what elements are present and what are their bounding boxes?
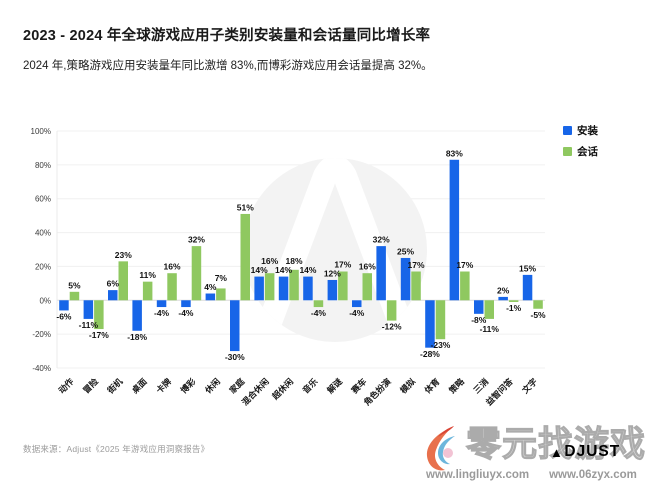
svg-text:60%: 60%	[35, 195, 51, 204]
svg-text:策略: 策略	[446, 376, 466, 396]
svg-text:-17%: -17%	[89, 330, 109, 340]
svg-text:三消: 三消	[471, 376, 490, 395]
svg-text:-30%: -30%	[225, 352, 245, 362]
page-title: 2023 - 2024 年全球游戏应用子类别安装量和会话量同比增长率	[23, 28, 431, 44]
svg-text:12%: 12%	[324, 268, 341, 278]
page-subtitle: 2024 年,策略游戏应用安装量年同比激增 83%,而博彩游戏应用会话量提高 3…	[23, 60, 433, 72]
svg-text:-28%: -28%	[420, 349, 440, 359]
svg-text:-23%: -23%	[431, 340, 451, 350]
svg-text:83%: 83%	[446, 148, 463, 158]
svg-text:80%: 80%	[35, 161, 51, 170]
svg-text:100%: 100%	[31, 127, 51, 136]
svg-text:17%: 17%	[334, 259, 351, 269]
svg-text:-11%: -11%	[480, 324, 500, 334]
legend-item-session: 会话	[563, 144, 598, 159]
svg-text:17%: 17%	[456, 260, 473, 270]
svg-text:20%: 20%	[35, 262, 51, 271]
svg-text:-40%: -40%	[32, 364, 51, 373]
svg-text:-1%: -1%	[506, 303, 522, 313]
svg-text:街机: 街机	[105, 376, 125, 396]
svg-text:32%: 32%	[373, 235, 390, 245]
svg-text:15%: 15%	[519, 263, 536, 273]
svg-text:模拟: 模拟	[398, 376, 417, 395]
svg-text:超休闲: 超休闲	[269, 376, 295, 402]
watermark-urls: www.lingliuyx.com www.06zyx.com	[426, 469, 637, 481]
site-swirl-icon	[426, 426, 455, 471]
install-swatch-icon	[563, 126, 572, 135]
svg-text:32%: 32%	[188, 235, 205, 245]
svg-text:-18%: -18%	[127, 332, 147, 342]
svg-text:16%: 16%	[164, 262, 181, 272]
svg-text:-4%: -4%	[154, 308, 170, 318]
svg-text:桌面: 桌面	[129, 376, 149, 396]
svg-text:7%: 7%	[215, 273, 228, 283]
svg-text:25%: 25%	[397, 246, 414, 256]
svg-text:6%: 6%	[107, 279, 120, 289]
svg-text:11%: 11%	[139, 270, 156, 280]
svg-text:-4%: -4%	[311, 308, 327, 318]
svg-text:混合休闲: 混合休闲	[240, 376, 271, 407]
adjust-logo-text: DJUST	[564, 443, 621, 460]
svg-text:-20%: -20%	[32, 330, 51, 339]
svg-text:卡牌: 卡牌	[154, 376, 173, 395]
adjust-logo: ▲ DJUST	[550, 443, 620, 461]
svg-text:赛车: 赛车	[349, 376, 369, 396]
svg-text:23%: 23%	[115, 250, 132, 260]
svg-text:-11%: -11%	[79, 320, 99, 330]
svg-text:文字: 文字	[520, 376, 539, 395]
svg-text:家庭: 家庭	[227, 376, 246, 395]
legend-item-install: 安装	[563, 123, 598, 138]
bar-chart: 100%80%60%40%20%0%-20%-40%-6%5%动作-11%-17…	[31, 127, 547, 407]
svg-text:14%: 14%	[251, 265, 268, 275]
svg-text:40%: 40%	[35, 229, 51, 238]
svg-text:17%: 17%	[408, 260, 425, 270]
svg-text:-6%: -6%	[56, 311, 72, 321]
svg-text:-4%: -4%	[178, 308, 194, 318]
svg-text:-5%: -5%	[530, 310, 546, 320]
svg-text:14%: 14%	[299, 265, 316, 275]
svg-text:音乐: 音乐	[301, 376, 320, 395]
svg-text:冒险: 冒险	[81, 376, 100, 395]
svg-text:-12%: -12%	[382, 322, 402, 332]
svg-text:-4%: -4%	[349, 308, 365, 318]
url-lingliuyx: www.lingliuyx.com	[426, 469, 530, 481]
svg-text:0%: 0%	[39, 296, 51, 305]
session-swatch-icon	[563, 147, 572, 156]
svg-text:解谜: 解谜	[325, 376, 344, 395]
svg-text:动作: 动作	[57, 376, 76, 395]
svg-text:体育: 体育	[423, 376, 442, 395]
chart-legend: 安装 会话	[563, 123, 598, 159]
svg-text:-8%: -8%	[471, 315, 487, 325]
svg-text:18%: 18%	[286, 256, 303, 266]
legend-session-label: 会话	[577, 146, 598, 158]
legend-install-label: 安装	[577, 125, 598, 137]
svg-text:角色扮演: 角色扮演	[362, 376, 393, 407]
svg-text:51%: 51%	[237, 202, 254, 212]
svg-text:益智问答: 益智问答	[484, 376, 515, 407]
url-06zyx: www.06zyx.com	[549, 469, 637, 481]
svg-text:5%: 5%	[68, 280, 81, 290]
data-source-note: 数据来源：Adjust《2025 年游戏应用洞察报告》	[23, 444, 210, 454]
svg-text:2%: 2%	[497, 285, 510, 295]
svg-text:休闲: 休闲	[202, 376, 222, 396]
svg-text:4%: 4%	[204, 282, 217, 292]
adjust-triangle-icon: ▲	[550, 444, 564, 460]
site-name-watermark: 零元找游戏	[465, 424, 647, 464]
svg-text:博彩: 博彩	[179, 376, 198, 395]
svg-text:16%: 16%	[261, 256, 278, 266]
svg-text:16%: 16%	[359, 262, 376, 272]
svg-text:14%: 14%	[275, 265, 292, 275]
